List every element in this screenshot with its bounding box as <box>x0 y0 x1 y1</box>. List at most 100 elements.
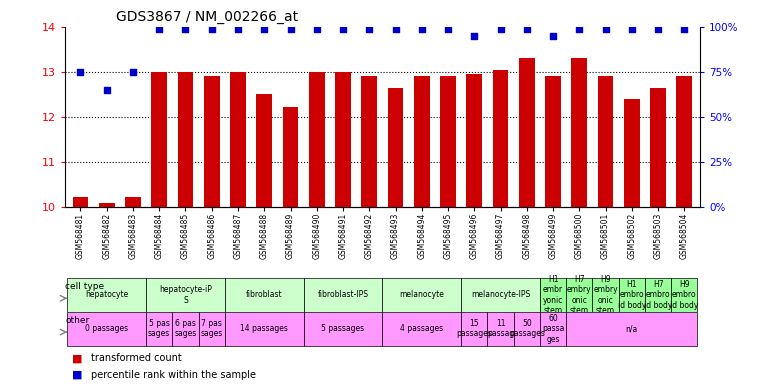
Bar <box>492 70 508 207</box>
Text: hepatocyte: hepatocyte <box>85 290 129 300</box>
Bar <box>304 312 382 346</box>
Text: H1
embro
id body: H1 embro id body <box>618 280 646 310</box>
Bar <box>361 76 377 207</box>
Point <box>468 33 480 39</box>
Bar <box>256 94 272 207</box>
Bar <box>224 312 304 346</box>
Point <box>390 26 402 32</box>
Bar <box>335 72 351 207</box>
Text: cell type: cell type <box>65 282 104 291</box>
Bar <box>204 76 220 207</box>
Text: percentile rank within the sample: percentile rank within the sample <box>91 370 256 380</box>
Point <box>285 26 297 32</box>
Text: H1
embr
yonic
stem: H1 embr yonic stem <box>543 275 563 315</box>
Bar <box>125 197 141 207</box>
Text: transformed count: transformed count <box>91 353 182 363</box>
Text: H9
embro
id body: H9 embro id body <box>670 280 699 310</box>
Bar <box>146 278 224 312</box>
Text: melanocyte: melanocyte <box>400 290 444 300</box>
Text: ■: ■ <box>72 353 83 363</box>
Bar <box>597 76 613 207</box>
Bar <box>151 72 167 207</box>
Bar <box>677 76 693 207</box>
Point <box>600 26 612 32</box>
Text: ■: ■ <box>72 370 83 380</box>
Text: GDS3867 / NM_002266_at: GDS3867 / NM_002266_at <box>116 10 298 25</box>
Point <box>127 69 139 75</box>
Bar <box>545 76 561 207</box>
Bar <box>619 278 645 312</box>
Bar <box>624 99 640 207</box>
Text: 4 passages: 4 passages <box>400 324 444 333</box>
Text: H7
embro
id body: H7 embro id body <box>644 280 672 310</box>
Bar <box>566 312 698 346</box>
Point <box>416 26 428 32</box>
Bar <box>540 278 566 312</box>
Text: hepatocyte-iP
S: hepatocyte-iP S <box>159 285 212 305</box>
Point <box>258 26 270 32</box>
Point <box>75 69 87 75</box>
Bar <box>199 312 224 346</box>
Text: melanocyte-IPS: melanocyte-IPS <box>471 290 530 300</box>
Point <box>310 26 323 32</box>
Point <box>153 26 165 32</box>
Point <box>180 26 192 32</box>
Bar <box>440 76 456 207</box>
Point <box>100 87 113 93</box>
Bar <box>224 278 304 312</box>
Bar <box>146 312 172 346</box>
Bar <box>304 278 382 312</box>
Point <box>626 26 638 32</box>
Bar <box>466 74 482 207</box>
Bar <box>382 278 461 312</box>
Bar <box>671 278 698 312</box>
Point <box>337 26 349 32</box>
Point <box>363 26 375 32</box>
Point <box>521 26 533 32</box>
Text: 5 pas
sages: 5 pas sages <box>148 319 170 338</box>
Text: fibroblast: fibroblast <box>246 290 282 300</box>
Bar <box>488 312 514 346</box>
Bar <box>414 76 430 207</box>
Text: 60
passa
ges: 60 passa ges <box>542 314 564 344</box>
Text: H7
embry
onic
stem: H7 embry onic stem <box>567 275 591 315</box>
Bar <box>67 278 146 312</box>
Bar <box>461 278 540 312</box>
Point <box>205 26 218 32</box>
Text: 14 passages: 14 passages <box>240 324 288 333</box>
Text: n/a: n/a <box>626 324 638 333</box>
Bar <box>461 312 488 346</box>
Bar <box>309 72 325 207</box>
Text: 50
passages: 50 passages <box>509 319 545 338</box>
Point <box>652 26 664 32</box>
Bar <box>230 72 246 207</box>
Point <box>573 26 585 32</box>
Bar <box>514 312 540 346</box>
Bar <box>99 204 115 207</box>
Point <box>547 33 559 39</box>
Bar <box>72 197 88 207</box>
Text: 5 passages: 5 passages <box>321 324 365 333</box>
Bar <box>282 107 298 207</box>
Text: other: other <box>65 316 90 325</box>
Bar <box>593 278 619 312</box>
Text: 7 pas
sages: 7 pas sages <box>201 319 223 338</box>
Text: 11
passag: 11 passag <box>487 319 514 338</box>
Bar <box>645 278 671 312</box>
Bar <box>172 312 199 346</box>
Bar <box>519 58 535 207</box>
Text: 6 pas
sages: 6 pas sages <box>174 319 196 338</box>
Bar <box>382 312 461 346</box>
Bar <box>566 278 593 312</box>
Bar <box>67 312 146 346</box>
Point <box>442 26 454 32</box>
Text: 0 passages: 0 passages <box>85 324 129 333</box>
Bar <box>572 58 587 207</box>
Point <box>495 26 507 32</box>
Bar <box>387 88 403 207</box>
Point <box>232 26 244 32</box>
Point <box>678 26 690 32</box>
Bar <box>177 72 193 207</box>
Text: fibroblast-IPS: fibroblast-IPS <box>317 290 368 300</box>
Bar <box>650 88 666 207</box>
